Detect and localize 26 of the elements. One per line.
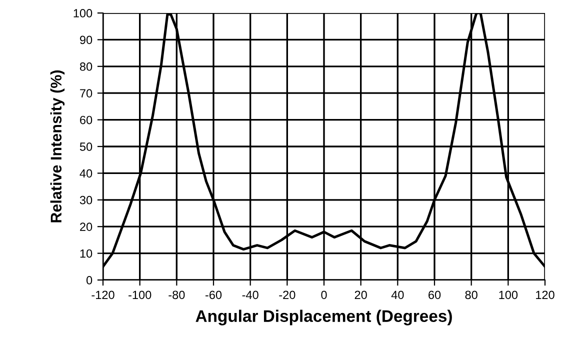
x-tick-label: -20 xyxy=(279,290,296,300)
x-tick-label: -100 xyxy=(128,290,152,300)
y-tick-label: 50 xyxy=(80,142,92,151)
x-tick-label: -80 xyxy=(168,290,185,300)
y-tick-label: 90 xyxy=(80,36,92,44)
y-axis-title: Relative Intensity (%) xyxy=(50,70,65,222)
y-tick-label: 80 xyxy=(80,62,92,71)
y-tick-label: 20 xyxy=(80,222,92,231)
x-tick-label: 40 xyxy=(391,290,404,300)
y-tick-label: 0 xyxy=(86,276,92,284)
x-tick-label: 60 xyxy=(428,290,441,300)
x-tick-label: -60 xyxy=(205,290,222,300)
y-tick-label: 70 xyxy=(80,89,92,98)
y-tick-label: 60 xyxy=(80,116,92,124)
y-tick-label: 10 xyxy=(80,249,92,258)
x-tick-label: -40 xyxy=(242,290,258,300)
x-tick-label: 120 xyxy=(536,290,554,300)
x-tick-label: 20 xyxy=(354,290,367,300)
x-tick-label: 0 xyxy=(321,290,327,300)
y-tick-label: 30 xyxy=(80,196,92,204)
x-tick-label: 100 xyxy=(499,290,518,300)
x-tick-label: 80 xyxy=(465,290,478,300)
x-axis-title: Angular Displacement (Degrees) xyxy=(196,310,452,326)
y-tick-label: 40 xyxy=(80,169,92,178)
y-tick-label: 100 xyxy=(74,9,92,18)
x-tick-label: -120 xyxy=(92,290,114,300)
